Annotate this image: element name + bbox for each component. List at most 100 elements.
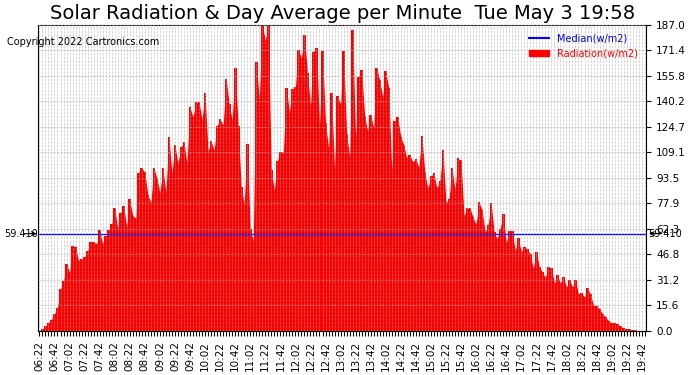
Bar [435, 188, 438, 331]
Bar [110, 224, 113, 331]
Bar [75, 247, 77, 331]
Bar [511, 231, 513, 331]
Bar [415, 159, 417, 331]
Bar [336, 96, 339, 331]
Bar [556, 276, 559, 331]
Bar [170, 173, 173, 331]
Bar [571, 287, 574, 331]
Bar [213, 150, 215, 331]
Bar [453, 189, 456, 331]
Bar [44, 326, 47, 331]
Bar [499, 229, 502, 331]
Bar [481, 210, 484, 331]
Bar [155, 178, 158, 331]
Bar [204, 93, 206, 331]
Bar [309, 106, 312, 331]
Bar [622, 328, 625, 331]
Bar [616, 324, 619, 331]
Bar [77, 261, 80, 331]
Bar [152, 168, 155, 331]
Bar [297, 50, 299, 331]
Bar [59, 289, 62, 331]
Bar [580, 292, 583, 331]
Bar [62, 281, 65, 331]
Bar [225, 79, 228, 331]
Bar [195, 102, 197, 331]
Bar [71, 246, 74, 331]
Bar [400, 137, 402, 331]
Bar [270, 170, 273, 331]
Bar [408, 155, 411, 331]
Bar [174, 145, 176, 331]
Bar [38, 330, 41, 331]
Bar [261, 25, 264, 331]
Bar [276, 161, 279, 331]
Bar [197, 102, 200, 331]
Text: 59.410: 59.410 [4, 229, 38, 238]
Bar [417, 168, 420, 331]
Bar [375, 68, 378, 331]
Bar [508, 231, 511, 331]
Bar [629, 329, 631, 331]
Bar [620, 326, 622, 331]
Bar [68, 272, 71, 331]
Bar [41, 329, 43, 331]
Bar [472, 217, 475, 331]
Bar [601, 314, 604, 331]
Bar [613, 322, 616, 331]
Bar [393, 122, 396, 331]
Bar [583, 297, 586, 331]
Bar [345, 134, 348, 331]
Bar [538, 267, 541, 331]
Bar [327, 148, 330, 331]
Bar [159, 193, 161, 331]
Bar [318, 125, 321, 331]
Bar [104, 236, 107, 331]
Bar [179, 147, 182, 331]
Bar [164, 192, 167, 331]
Bar [604, 317, 607, 331]
Bar [351, 30, 354, 331]
Bar [186, 163, 188, 331]
Bar [526, 249, 529, 331]
Bar [246, 144, 248, 331]
Bar [207, 152, 210, 331]
Bar [131, 216, 134, 331]
Bar [101, 244, 104, 331]
Bar [288, 112, 290, 331]
Bar [460, 160, 462, 331]
Bar [444, 202, 447, 331]
Bar [108, 230, 110, 331]
Bar [387, 88, 390, 331]
Bar [369, 115, 372, 331]
Bar [397, 117, 399, 331]
Title: Solar Radiation & Day Average per Minute  Tue May 3 19:58: Solar Radiation & Day Average per Minute… [50, 4, 635, 23]
Bar [466, 208, 469, 331]
Bar [586, 288, 589, 331]
Bar [168, 137, 170, 331]
Bar [255, 63, 257, 331]
Bar [493, 232, 495, 331]
Bar [373, 128, 375, 331]
Bar [126, 227, 128, 331]
Bar [258, 100, 261, 331]
Bar [95, 244, 98, 331]
Bar [592, 306, 595, 331]
Bar [520, 252, 522, 331]
Bar [117, 229, 119, 331]
Bar [285, 88, 288, 331]
Bar [306, 74, 309, 331]
Bar [366, 130, 369, 331]
Bar [53, 314, 56, 331]
Legend: Median(w/m2), Radiation(w/m2): Median(w/m2), Radiation(w/m2) [526, 30, 642, 62]
Bar [177, 164, 179, 331]
Bar [89, 242, 92, 331]
Bar [496, 238, 498, 331]
Bar [406, 159, 408, 331]
Bar [439, 181, 442, 331]
Bar [595, 306, 598, 331]
Bar [80, 260, 83, 331]
Bar [457, 159, 460, 331]
Bar [230, 120, 233, 331]
Bar [463, 216, 465, 331]
